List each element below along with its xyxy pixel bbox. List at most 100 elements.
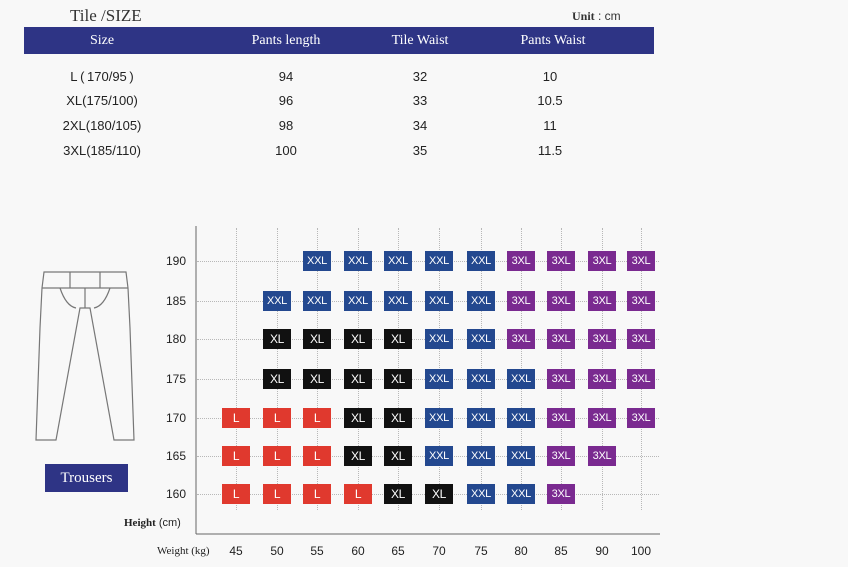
x-tick-label: 90 bbox=[595, 544, 609, 558]
x-tick-label: 60 bbox=[351, 544, 365, 558]
size-badge: XXL bbox=[507, 408, 535, 428]
unit-value: cm bbox=[601, 9, 621, 23]
size-badge: 3XL bbox=[588, 251, 616, 271]
size-badge: 3XL bbox=[507, 291, 535, 311]
page-title: Tile /SIZE bbox=[70, 6, 142, 25]
table-cell: 98 bbox=[278, 118, 294, 133]
size-badge: 3XL bbox=[627, 291, 655, 311]
size-badge: XL bbox=[384, 329, 412, 349]
y-tick-label: 185 bbox=[165, 294, 186, 308]
size-badge: 3XL bbox=[627, 329, 655, 349]
size-badge: 3XL bbox=[507, 251, 535, 271]
size-badge: XXL bbox=[425, 291, 453, 311]
size-badge: 3XL bbox=[627, 369, 655, 389]
size-badge: XL bbox=[263, 329, 291, 349]
table-cell: 10 bbox=[542, 69, 558, 84]
size-badge: XXL bbox=[507, 369, 535, 389]
table-cell: 96 bbox=[278, 93, 294, 108]
size-badge: XL bbox=[344, 329, 372, 349]
size-badge: XL bbox=[344, 369, 372, 389]
size-badge: XXL bbox=[384, 291, 412, 311]
unit-label-text: Unit bbox=[572, 9, 595, 23]
grid-line-vertical bbox=[236, 228, 237, 510]
size-badge: L bbox=[263, 446, 291, 466]
size-badge: 3XL bbox=[588, 291, 616, 311]
x-tick-label: 100 bbox=[630, 544, 652, 558]
y-axis-title: Height (cm) bbox=[124, 517, 181, 529]
size-badge: XL bbox=[303, 329, 331, 349]
size-badge: XXL bbox=[425, 251, 453, 271]
size-badge: XL bbox=[344, 408, 372, 428]
table-cell: 11.5 bbox=[537, 143, 563, 158]
size-badge: L bbox=[263, 484, 291, 504]
size-badge: XL bbox=[384, 369, 412, 389]
size-badge: L bbox=[222, 408, 250, 428]
size-badge: 3XL bbox=[627, 251, 655, 271]
size-badge: XL bbox=[384, 484, 412, 504]
size-badge: L bbox=[303, 484, 331, 504]
size-badge: XXL bbox=[467, 291, 495, 311]
size-badge: L bbox=[303, 408, 331, 428]
x-tick-label: 80 bbox=[514, 544, 528, 558]
size-badge: L bbox=[344, 484, 372, 504]
size-badge: XXL bbox=[303, 291, 331, 311]
size-badge: XL bbox=[303, 369, 331, 389]
table-cell: 34 bbox=[412, 118, 428, 133]
size-badge: XXL bbox=[384, 251, 412, 271]
unit-label: Unit : cm bbox=[572, 9, 621, 24]
size-badge: XL bbox=[384, 446, 412, 466]
trousers-icon bbox=[35, 271, 135, 441]
size-badge: 3XL bbox=[547, 291, 575, 311]
y-tick-label: 165 bbox=[165, 449, 186, 463]
size-badge: XXL bbox=[467, 329, 495, 349]
size-badge: XL bbox=[263, 369, 291, 389]
size-badge: XL bbox=[384, 408, 412, 428]
size-badge: XL bbox=[425, 484, 453, 504]
size-badge: XXL bbox=[425, 329, 453, 349]
y-tick-label: 170 bbox=[165, 411, 186, 425]
size-badge: XXL bbox=[467, 408, 495, 428]
x-axis-title-unit: (kg) bbox=[191, 545, 210, 557]
y-tick-label: 175 bbox=[165, 372, 186, 386]
size-badge: XXL bbox=[303, 251, 331, 271]
header-pants-length: Pants length bbox=[251, 33, 321, 48]
y-axis-title-main: Height bbox=[124, 517, 156, 529]
size-badge: XXL bbox=[425, 369, 453, 389]
x-tick-label: 55 bbox=[310, 544, 324, 558]
size-badge: 3XL bbox=[547, 251, 575, 271]
x-axis-title-main: Weight bbox=[157, 545, 189, 557]
x-tick-label: 45 bbox=[229, 544, 243, 558]
table-cell: 10.5 bbox=[537, 93, 563, 108]
size-badge: 3XL bbox=[588, 329, 616, 349]
x-tick-label: 85 bbox=[554, 544, 568, 558]
size-badge: XXL bbox=[344, 291, 372, 311]
size-badge: 3XL bbox=[547, 484, 575, 504]
header-pants-waist: Pants Waist bbox=[520, 33, 586, 48]
product-label: Trousers bbox=[45, 464, 128, 492]
size-badge: 3XL bbox=[588, 446, 616, 466]
header-size: Size bbox=[89, 33, 115, 48]
table-cell: 35 bbox=[412, 143, 428, 158]
x-axis-title: Weight (kg) bbox=[157, 545, 210, 557]
size-cell: XL(175/100) bbox=[66, 93, 138, 108]
size-badge: XXL bbox=[344, 251, 372, 271]
size-cell: 3XL(185/110) bbox=[63, 143, 141, 158]
size-badge: XXL bbox=[467, 484, 495, 504]
size-cell: 2XL(180/105) bbox=[62, 118, 142, 133]
x-tick-label: 75 bbox=[474, 544, 488, 558]
size-badge: XXL bbox=[507, 446, 535, 466]
size-badge: XL bbox=[344, 446, 372, 466]
y-tick-label: 180 bbox=[165, 332, 186, 346]
size-badge: 3XL bbox=[547, 446, 575, 466]
size-badge: 3XL bbox=[507, 329, 535, 349]
size-badge: L bbox=[263, 408, 291, 428]
size-badge: 3XL bbox=[627, 408, 655, 428]
size-badge: XXL bbox=[263, 291, 291, 311]
table-cell: 32 bbox=[412, 69, 428, 84]
x-tick-label: 50 bbox=[270, 544, 284, 558]
x-tick-label: 65 bbox=[391, 544, 405, 558]
size-badge: 3XL bbox=[547, 329, 575, 349]
size-cell: L ( 170/95 ) bbox=[70, 69, 134, 84]
size-badge: 3XL bbox=[547, 408, 575, 428]
